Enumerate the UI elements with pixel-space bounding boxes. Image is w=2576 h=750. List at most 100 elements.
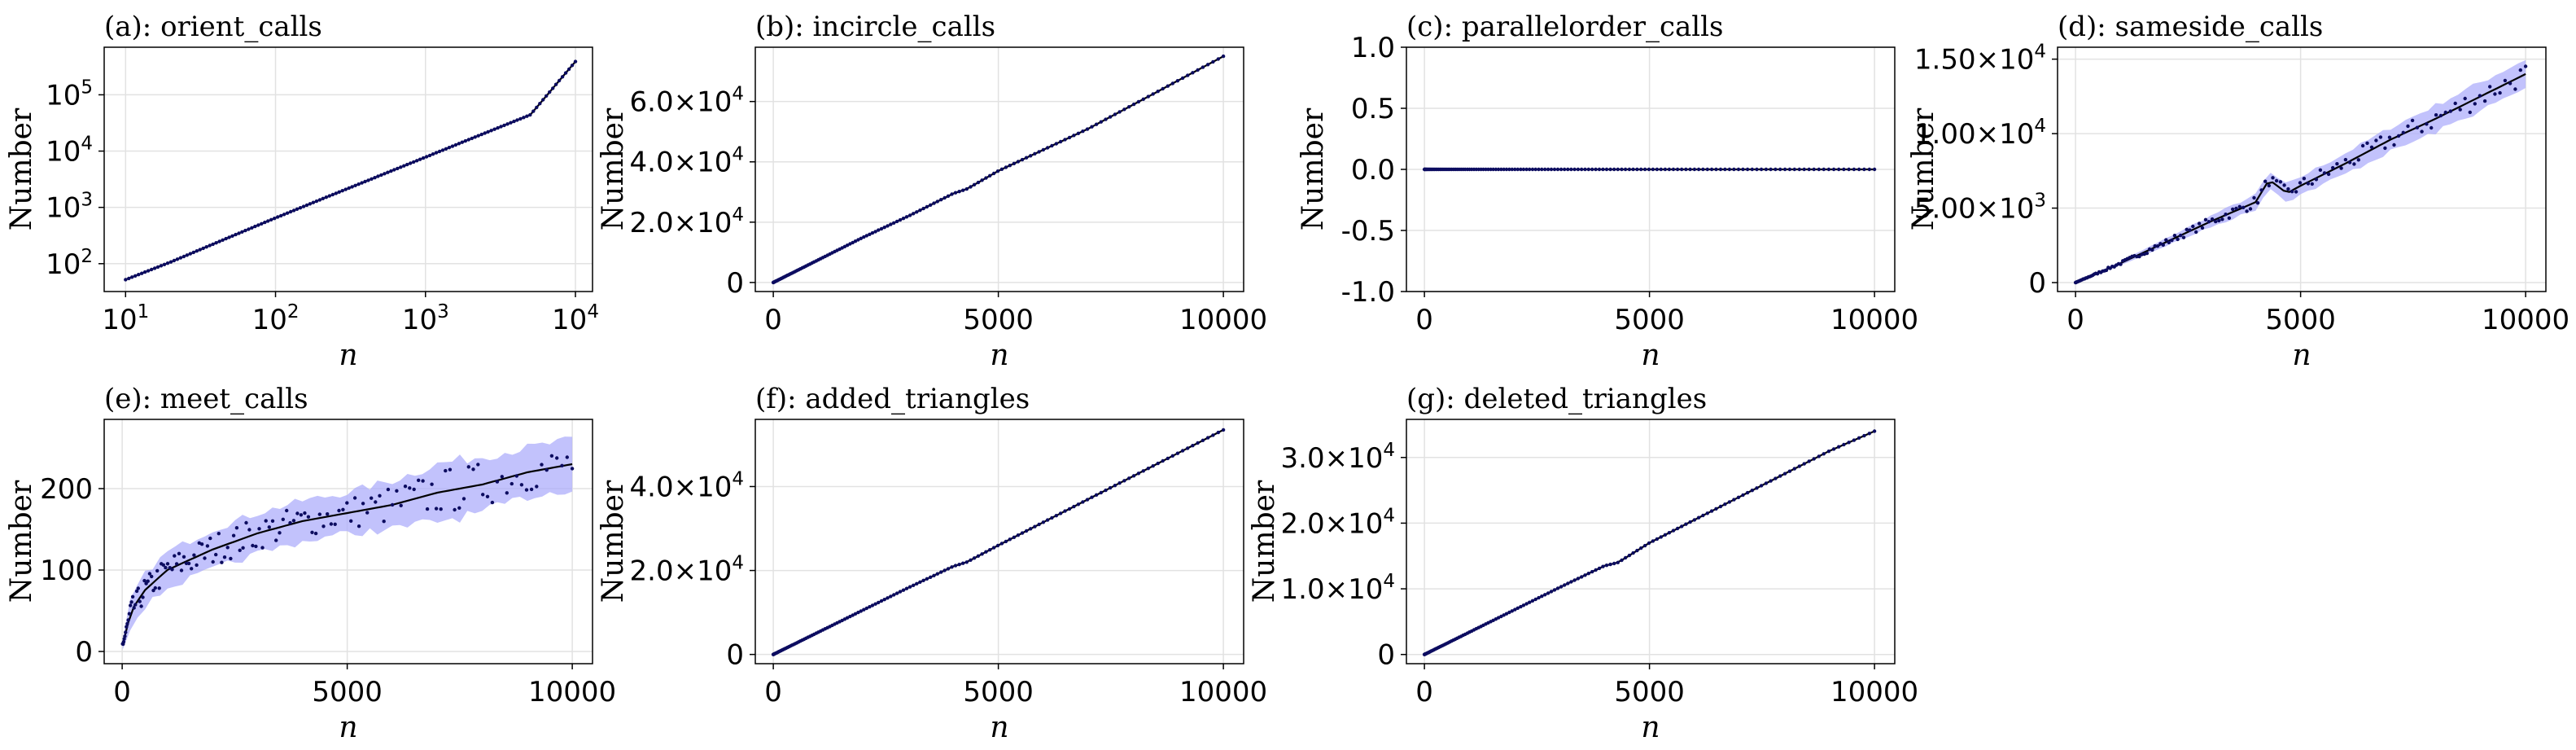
data-point [557,78,562,83]
data-point [2453,101,2457,106]
data-point [1221,428,1226,432]
y-tick-label: -0.5 [1341,215,1395,248]
data-point [147,572,152,576]
data-point [845,243,850,248]
data-point [935,200,940,204]
data-point [421,156,426,160]
data-point [409,161,413,165]
data-point [1067,507,1072,511]
data-point [324,195,328,200]
y-axis-label: Number [5,107,38,230]
panel-title: (g): deleted_triangles [1406,383,1707,415]
x-tick-label: 10000 [2482,304,2569,336]
panel-d: 0 5000 10000 0 5.00×103 1.00×104 1.50×104 (d): … [1907,11,2569,372]
x-tick-label: 101 [102,301,149,336]
data-point [969,185,973,189]
data-point [961,188,965,192]
y-tick-label: 104 [46,134,93,169]
data-point [308,202,313,206]
data-point [418,157,422,161]
data-point [2282,183,2286,187]
data-point [437,149,442,154]
panel-g: 0 5000 10000 0 1.0×104 2.0×104 3.0×104 (g): del… [1248,383,1918,744]
data-point [337,190,341,194]
x-axis-label: n [339,339,357,372]
data-point [886,224,890,228]
data-point [485,494,490,498]
data-point [125,625,129,629]
data-point [1680,167,1684,172]
data-point [1817,454,1821,458]
data-point [502,123,506,128]
data-point [179,568,184,572]
data-point [188,252,192,256]
data-point [1732,167,1736,172]
data-point [1667,531,1672,535]
data-point [921,206,925,211]
data-point [2331,165,2335,170]
data-point [1692,518,1697,522]
data-point [1533,597,1537,602]
data-point [224,236,228,241]
data-point [221,238,225,242]
data-point [192,553,196,557]
data-point [1221,54,1226,59]
data-point [972,182,977,186]
data-point [1191,444,1195,448]
data-point [1631,550,1635,555]
data-point [133,603,138,607]
data-point [2488,85,2492,89]
data-point [256,223,260,227]
data-point [1008,164,1012,168]
data-point [125,621,129,626]
data-point [1552,167,1557,172]
data-point [1620,167,1624,172]
data-point [2210,217,2215,221]
data-point [2197,221,2202,226]
data-point [1528,600,1532,604]
data-point [1572,167,1577,172]
data-point [476,134,480,138]
data-point [1050,143,1054,148]
x-tick-label: 10000 [1830,676,1918,708]
data-point [2434,113,2438,117]
y-tick-label: 200 [40,473,93,506]
data-point [121,640,126,644]
data-point [301,204,306,208]
data-point [969,558,973,562]
data-point [1792,467,1796,471]
data-point [352,496,357,500]
data-point [164,565,168,570]
data-point [1782,471,1787,476]
data-point [1862,433,1866,438]
data-point [1201,65,1205,69]
data-point [1555,586,1560,590]
data-point [240,230,244,234]
data-point [859,609,864,613]
data-point [942,568,947,572]
data-point [2406,124,2410,129]
data-point [1802,167,1806,172]
data-point [444,147,448,151]
data-point [1016,533,1021,537]
data-point [1671,529,1676,533]
data-point [337,508,341,513]
data-point [241,546,245,550]
data-point [386,487,391,492]
data-point [904,586,909,590]
data-point [2147,247,2152,252]
data-point [1555,167,1560,172]
data-point [463,138,467,143]
data-point [136,586,140,590]
data-point [1099,120,1104,124]
data-point [2468,110,2472,115]
data-point [151,588,155,593]
data-point [184,561,189,565]
data-point [138,599,142,603]
panel-title: (d): sameside_calls [2058,11,2323,43]
data-point [2200,226,2205,230]
data-point [1787,167,1792,172]
data-point [129,600,133,604]
data-point [1764,167,1769,172]
data-point [1675,167,1680,172]
